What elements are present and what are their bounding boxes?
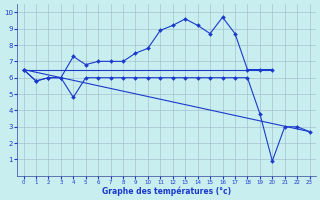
X-axis label: Graphe des températures (°c): Graphe des températures (°c): [102, 186, 231, 196]
